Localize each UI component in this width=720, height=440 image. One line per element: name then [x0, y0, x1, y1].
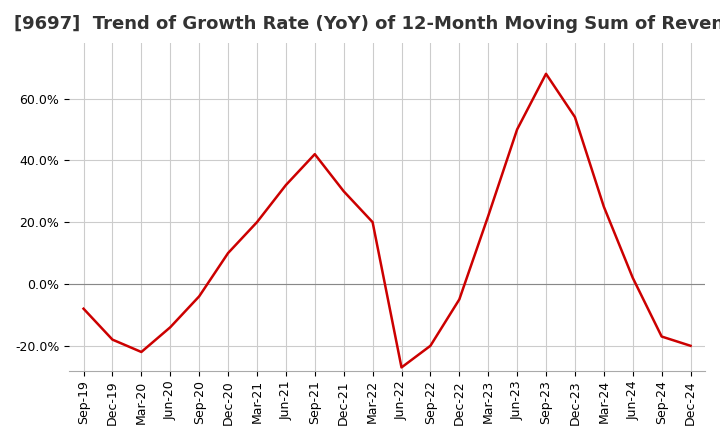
Title: [9697]  Trend of Growth Rate (YoY) of 12-Month Moving Sum of Revenues: [9697] Trend of Growth Rate (YoY) of 12-…	[14, 15, 720, 33]
